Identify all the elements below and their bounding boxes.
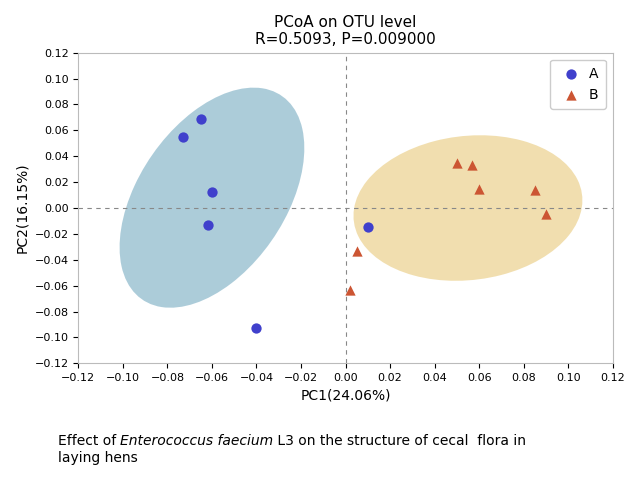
- B: [541, 211, 551, 218]
- Title: PCoA on OTU level
R=0.5093, P=0.009000: PCoA on OTU level R=0.5093, P=0.009000: [255, 15, 436, 48]
- Ellipse shape: [120, 88, 305, 308]
- B: [474, 185, 484, 192]
- Text: laying hens: laying hens: [58, 451, 138, 465]
- A: [207, 189, 217, 196]
- A: [363, 224, 373, 231]
- B: [452, 159, 462, 167]
- A: [252, 324, 262, 332]
- Legend: A, B: A, B: [550, 60, 605, 108]
- Text: L3 on the structure of cecal  flora in: L3 on the structure of cecal flora in: [273, 434, 526, 448]
- B: [351, 247, 362, 254]
- Text: Effect of: Effect of: [58, 434, 120, 448]
- B: [467, 161, 477, 169]
- Text: Enterococcus faecium: Enterococcus faecium: [120, 434, 273, 448]
- B: [345, 286, 355, 293]
- Ellipse shape: [353, 135, 582, 281]
- A: [178, 133, 188, 141]
- A: [196, 115, 206, 122]
- A: [202, 221, 212, 228]
- Y-axis label: PC2(16.15%): PC2(16.15%): [15, 163, 29, 253]
- B: [529, 186, 540, 194]
- X-axis label: PC1(24.06%): PC1(24.06%): [300, 389, 391, 403]
